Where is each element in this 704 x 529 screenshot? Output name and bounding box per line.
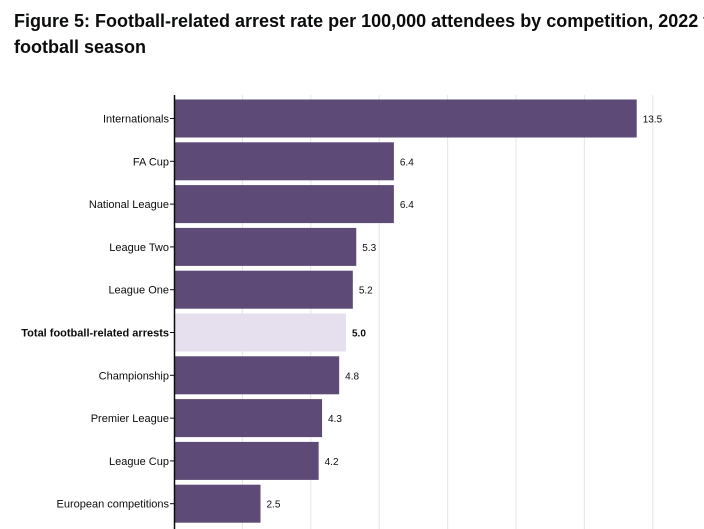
value-label: 5.2 [359,286,373,297]
category-label: Championship [99,370,169,382]
value-label: 6.4 [400,157,414,168]
category-label: Premier League [91,413,169,425]
bar [175,399,323,438]
value-label: 4.3 [328,414,342,425]
value-label: 6.4 [400,200,414,211]
figure-title: Figure 5: Football-related arrest rate p… [14,11,704,57]
value-label: 4.8 [345,371,359,382]
bar [175,270,353,309]
value-label: 5.0 [352,329,366,340]
category-label: Total football-related arrests [21,328,169,340]
value-label: 5.3 [362,243,376,254]
value-label: 2.5 [267,500,281,511]
category-label: National League [89,199,169,211]
bar [175,142,394,181]
bar [175,484,261,523]
category-label: League Two [109,242,169,254]
category-label: FA Cup [133,156,169,168]
category-label: League Cup [109,456,169,468]
bar [175,185,394,224]
category-label: European competitions [56,499,169,511]
bar [175,227,357,266]
bar-total [175,313,346,352]
category-label: Internationals [103,114,170,126]
category-label: League One [108,285,169,297]
value-label: 4.2 [325,457,339,468]
value-label: 13.5 [643,115,663,126]
bar [175,441,319,480]
bar [175,356,340,395]
bar [175,99,637,138]
